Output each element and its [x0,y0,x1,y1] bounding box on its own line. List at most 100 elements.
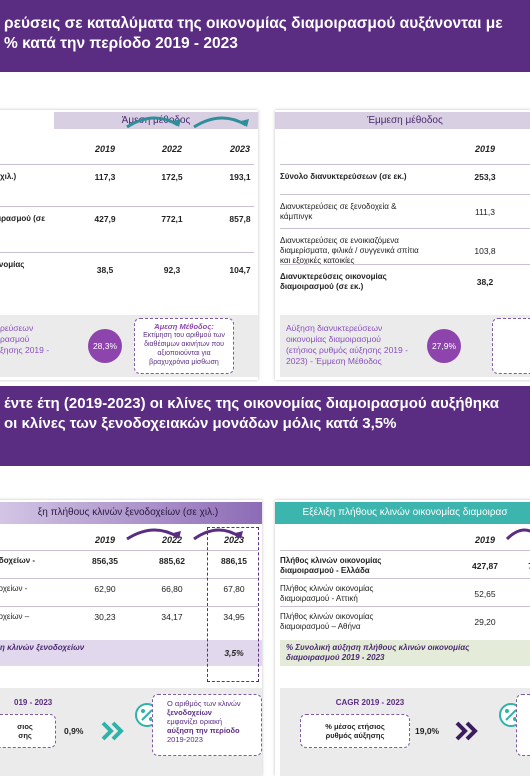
column-header: 2019 [94,144,116,154]
footer-note-line: αύξηση την περίοδο [167,726,240,735]
footer-box: 019 - 2023 σιος σης 0,9% Ο αριθμός των κλινώ… [0,688,262,776]
cell-value: 117,3 [94,172,116,182]
cell-value: 29,20 [474,617,496,627]
summary-text: ξησης 2019 - [0,345,50,355]
total-label: διαμοιρασμού 2019 - 2023 [286,653,385,662]
footer-box-line: ρυθμός αύξησης [325,731,385,740]
footer-title: CAGR 2019 - 2023 [335,698,405,707]
cell-value: 5 [508,617,530,627]
footer-rate: 19,0% [415,726,440,736]
cell-value: 772,1 [161,214,183,224]
cell-value: 857,8 [229,214,251,224]
summary-box: ρεύσεων ρασμού ξησης 2019 - 28,3% Άμεση Μέθο… [0,315,258,377]
row-label: Διανυκτερεύσεις οικονομίας [280,272,387,281]
cell-value: 172,5 [161,172,183,182]
cell-value: 9 [508,589,530,599]
summary-text: 2023) - Έμμεση Μέθοδος [286,356,382,366]
table-header: Εξέλιξη πλήθους κλινών οικονομίας διαμοι… [275,502,530,524]
row-rule [0,206,254,207]
row-label: δοχείων – [0,612,30,621]
cell-value: 67,80 [223,584,245,594]
row-rule [280,578,530,579]
chevron [455,721,478,741]
note-title: Έ [493,322,530,331]
row-label: κάμπινγκ [280,212,313,221]
cell-value: 193,1 [229,172,251,182]
column-header: 2019 [94,535,116,545]
cell-value: 34,17 [161,612,183,622]
cell-value: 856,35 [92,556,118,566]
cell-value: 38,2 [476,277,494,287]
column-header: 2019 [474,144,496,154]
row-label: Διανυκτερεύσεις σε ξενοδοχεία & [280,202,397,211]
indirect-panel: Έμμεση μέθοδος 2019 Σύνολο διανυκτερεύσεων… [275,110,530,380]
curved-arrow [126,116,181,128]
footer-title: 019 - 2023 [14,698,53,707]
row-label: Πλήθος κλινών οικονομίας [280,556,382,565]
row-rule [280,164,530,165]
cell-value: 30,23 [94,612,116,622]
table-header: Έμμεση μέθοδος [275,112,530,129]
table-header: ξη πλήθους κλινών ξενοδοχείων (σε χιλ.) [0,502,262,524]
row-label: Σύνολο διανυκτερεύσεων (σε εκ.) [280,172,407,181]
banner-line: έντε έτη (2019-2023) οι κλίνες της οικον… [4,395,499,412]
note-line: Διερεύ [493,331,530,340]
footer-box-label: % μέσος ετήσιος ρυθμός αύξησης [300,714,410,748]
cell-value: 886,15 [221,556,247,566]
footer-box-line: σιος [17,722,33,731]
note-line: αξιοποιούνται για [157,350,211,357]
note-line: συν [493,349,530,358]
footer-note-line: Ο αριθμός των κλινών [167,699,241,708]
total-value: 3,5% [224,648,244,658]
row-label: και εξοχικές κατοικίες [280,256,355,265]
cell-value: 66,80 [161,584,183,594]
curved-arrow [193,116,249,128]
total-row: % Συνολική αύξηση πλήθους κλινών οικονομ… [280,640,530,666]
row-rule [0,164,254,165]
row-rule [0,578,258,579]
curved-arrow [126,528,181,540]
cell-value: 77 [508,561,530,571]
row-label: οδοχείων - [0,556,36,565]
row-rule [280,550,530,551]
summary-text: οικονομίας διαμοιρασμού [286,334,381,344]
banner: ρεύσεις σε καταλύματα της οικονομίας δια… [0,0,530,72]
direct-panel: Άμεση μέθοδος 2019 2022 2023 ε χιλ.) 117,3 172… [0,110,258,380]
footer-box-line: σης [18,731,32,740]
note-box: Άμεση Μέθοδος: Εκτίμηση του αριθμού των δι… [134,318,234,374]
column-header: 2019 [474,535,496,545]
column-header: 2022 [161,535,183,545]
row-label: δοχείων - [0,584,28,593]
row-label: Διανυκτερεύσεις σε ενοικιαζόμενα [280,236,399,245]
summary-text: (ετήσιος ρυθμός αύξησης 2019 - [286,345,408,355]
footer-note-line: εμφανίζει οριακή [167,717,223,726]
footer-box-line: % μέσος ετήσιος [325,722,385,731]
footer-box-label: σιος σης [0,714,56,748]
cell-value: 253,3 [474,172,496,182]
cell-value: 52,65 [474,589,496,599]
row-label: Πλήθος κλινών οικονομίας [280,612,374,621]
table-header: Άμεση μέθοδος [54,112,258,129]
rate-circle: 28,3% [88,329,122,363]
note-line: βραχυχρόνια μίσθωση [149,359,219,366]
note-line: διαθέσιμων ακινήτων που [144,341,224,348]
banner-line: % κατά την περίοδο 2019 - 2023 [4,35,238,52]
banner: έντε έτη (2019-2023) οι κλίνες της οικον… [0,386,530,466]
column-header: 2023 [223,535,245,545]
chevron [101,721,124,741]
note-line: διανυκ [493,358,530,367]
banner-line: οι κλίνες των ξενοδοχειακών μονάδων μόλι… [4,415,397,432]
row-rule [280,606,530,607]
summary-box: Αύξηση διανυκτερεύσεων οικονομίας διαμοιρ… [280,315,530,377]
cell-value: 62,90 [94,584,116,594]
note-line: Εκτίμηση του αριθμού των [143,332,225,339]
footer-rate: 0,9% [64,726,84,736]
cell-value: 111,3 [474,207,495,217]
note-line: τουρισ [493,340,530,349]
footer-note: Οοιδιαυτη20 [516,694,530,756]
column-header: 2023 [229,144,251,154]
curved-arrow [505,528,530,540]
footer-note-line: ξενοδοχείων [167,708,212,717]
row-label: διαμοιρασμού (σε εκ.) [280,282,364,291]
